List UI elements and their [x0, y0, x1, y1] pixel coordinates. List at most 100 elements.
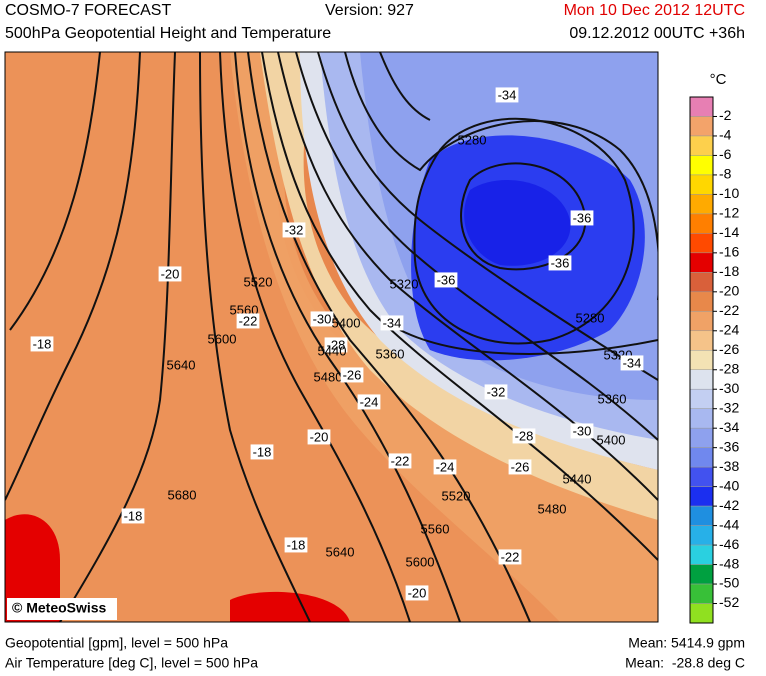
contour-label: -22: [239, 313, 258, 328]
contour-label: -28: [515, 428, 534, 443]
contour-label: 5640: [326, 544, 355, 559]
colorbar-label: -36: [719, 438, 739, 454]
colorbar: -2 -4 -6 -8 -10 -12 -14 -16 -18 -20 -22 -24 -26 -28 -3…: [689, 96, 739, 624]
contour-label: -30: [313, 311, 332, 326]
contour-label: -24: [436, 459, 455, 474]
label-box: [284, 537, 308, 553]
label-box: [433, 459, 457, 475]
contour-label: -26: [511, 459, 530, 474]
title: COSMO-7 FORECAST: [5, 2, 171, 19]
contour-label: -36: [573, 210, 592, 225]
colorbar-swatch: [689, 486, 714, 507]
contour-label: -20: [408, 585, 427, 600]
version: Version: 927: [325, 2, 414, 19]
colorbar-swatch: [689, 213, 714, 234]
colorbar-swatch: [689, 583, 714, 604]
contour-label: 5560: [421, 521, 450, 536]
footer-mean-geopotential: Mean: 5414.9 gpm: [628, 635, 745, 651]
colorbar-label: -16: [719, 244, 739, 260]
contour-label: 5400: [332, 315, 361, 330]
colorbar-label: -34: [719, 419, 739, 435]
legend-unit: °C: [710, 71, 727, 88]
colorbar-frame: [689, 96, 714, 624]
colorbar-swatch: [689, 408, 714, 429]
label-box: [340, 367, 364, 383]
contour-label: 5480: [314, 369, 343, 384]
contour-label: 5360: [376, 346, 405, 361]
colorbar-swatch: [689, 194, 714, 215]
label-box: [307, 429, 331, 445]
map: -34 5280 -36 -36 -36 5320 5280 -34 5320 …: [5, 52, 658, 622]
contour-label: -22: [391, 453, 410, 468]
label-box: [434, 272, 458, 288]
footer-mean-temperature: Mean: -28.8 deg C: [625, 655, 745, 671]
colorbar-swatch: [689, 311, 714, 332]
colorbar-swatch: [689, 291, 714, 312]
contour-label: -34: [498, 87, 517, 102]
colorbar-label: -10: [719, 185, 739, 201]
colorbar-swatch: [689, 330, 714, 351]
colorbar-swatch: [689, 233, 714, 254]
colorbar-swatch: [689, 252, 714, 273]
contour-label: -36: [551, 255, 570, 270]
label-box: [512, 428, 536, 444]
colorbar-swatch: [689, 155, 714, 176]
contour-label: -28: [327, 337, 346, 352]
contour-label: -18: [287, 537, 306, 552]
colorbar-label: -26: [719, 341, 739, 357]
contour-label: 5400: [597, 432, 626, 447]
contour-label: -20: [310, 429, 329, 444]
contour-label: -36: [437, 272, 456, 287]
contour-label: 5280: [576, 310, 605, 325]
contour-label: 5280: [458, 132, 487, 147]
colorbar-swatch: [689, 272, 714, 293]
label-box: [310, 311, 334, 327]
colorbar-swatch: [689, 466, 714, 487]
contour-label: -34: [383, 315, 402, 330]
colorbar-label: -18: [719, 263, 739, 279]
contour-label: 5600: [406, 554, 435, 569]
contour-label: -18: [253, 444, 272, 459]
contour-label: 5600: [208, 331, 237, 346]
colorbar-swatch: [689, 174, 714, 195]
contour-label: 5440: [563, 471, 592, 486]
contour-label: 5480: [538, 501, 567, 516]
contour-label: -32: [487, 384, 506, 399]
colorbar-label: -48: [719, 555, 739, 571]
run-time: 09.12.2012 00UTC +36h: [569, 25, 745, 42]
contour-label: -24: [360, 394, 379, 409]
label-box: [388, 453, 412, 469]
colorbar-label: -38: [719, 458, 739, 474]
colorbar-label: -40: [719, 477, 739, 493]
label-box: [570, 210, 594, 226]
colorbar-label: -14: [719, 224, 739, 240]
label-box: [405, 585, 429, 601]
label-box: [357, 394, 381, 410]
label-box: [282, 222, 306, 238]
contour-label: -22: [501, 549, 520, 564]
label-box: [236, 313, 260, 329]
colorbar-label: -30: [719, 380, 739, 396]
colorbar-label: -12: [719, 205, 739, 221]
colorbar-swatch: [689, 603, 714, 624]
contour-label: 5440: [318, 343, 347, 358]
colorbar-swatch: [689, 369, 714, 390]
label-box: [548, 255, 572, 271]
colorbar-label: -4: [719, 127, 732, 143]
colorbar-swatch: [689, 96, 714, 117]
label-box: [508, 459, 532, 475]
contour-label: -32: [285, 222, 304, 237]
contour-label: -34: [623, 355, 642, 370]
colorbar-swatch: [689, 564, 714, 585]
footer-temperature: Air Temperature [deg C], level = 500 hPa: [5, 655, 258, 671]
label-box: [484, 384, 508, 400]
valid-time: Mon 10 Dec 2012 12UTC: [564, 2, 745, 19]
colorbar-swatch: [689, 388, 714, 409]
label-box: [620, 355, 644, 371]
colorbar-swatch: [689, 350, 714, 370]
colorbar-label: -28: [719, 360, 739, 376]
contour-label: -18: [124, 508, 143, 523]
label-box: [324, 337, 348, 353]
colorbar-label: -52: [719, 594, 739, 610]
